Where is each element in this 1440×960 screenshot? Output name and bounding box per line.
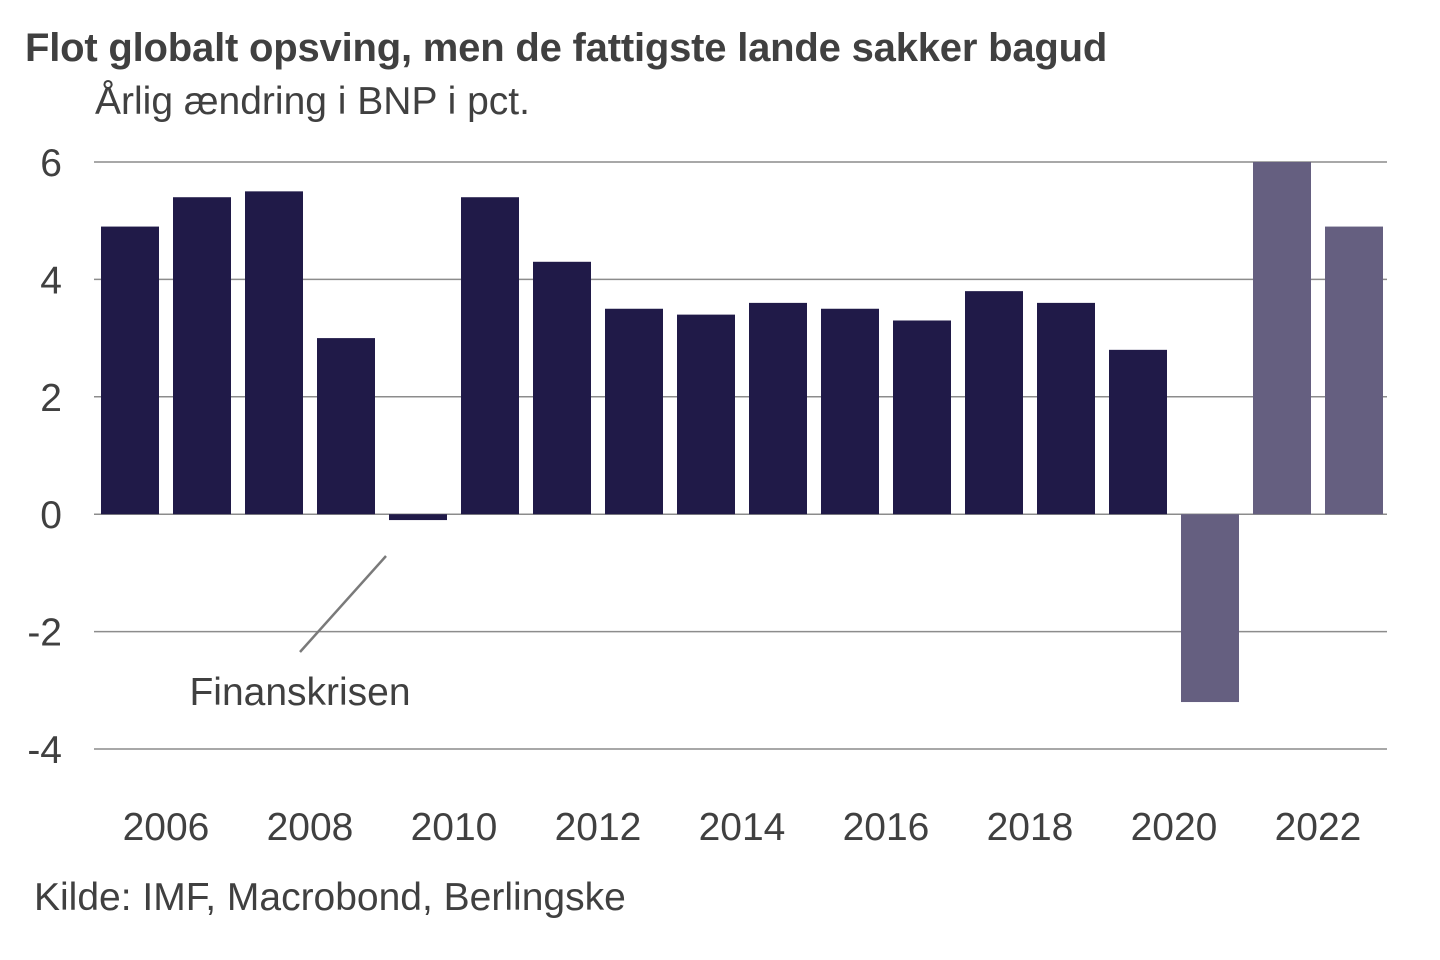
y-tick-label: 0	[40, 494, 62, 537]
y-axis-ticks: -4 -2 0 2 4 6	[27, 142, 62, 772]
bar-2012	[605, 308, 663, 515]
bars	[101, 162, 1383, 703]
x-axis-ticks: 2006 2008 2010 2012 2014 2016 2018 2020 2022	[123, 806, 1362, 849]
chart-subtitle: Årlig ændring i BNP i pct.	[95, 80, 530, 123]
x-tick-label-2014: 2014	[699, 806, 786, 849]
bar-2015	[821, 308, 879, 515]
gridlines	[94, 161, 1387, 750]
source-note: Kilde: IMF, Macrobond, Berlingske	[34, 876, 626, 919]
bar-2014	[749, 302, 807, 515]
x-tick-label-2010: 2010	[411, 806, 498, 849]
x-tick-label-2012: 2012	[555, 806, 642, 849]
chart-title: Flot globalt opsving, men de fattigste l…	[25, 26, 1108, 70]
bar-2017	[965, 291, 1023, 515]
y-tick-label: 2	[40, 377, 62, 420]
x-tick-label-2020: 2020	[1131, 806, 1218, 849]
bar-2022	[1325, 226, 1383, 515]
bar-2019	[1109, 349, 1167, 515]
x-tick-label-2018: 2018	[987, 806, 1074, 849]
x-tick-label-2022: 2022	[1275, 806, 1362, 849]
bar-2007	[245, 191, 303, 515]
bar-2006	[173, 197, 231, 515]
bar-2020	[1181, 514, 1239, 703]
bar-2008	[317, 338, 375, 515]
y-tick-label: 4	[40, 259, 62, 302]
bar-2009	[389, 514, 447, 521]
annotation-label-finanskrisen: Finanskrisen	[189, 671, 410, 714]
bar-2018	[1037, 302, 1095, 515]
x-tick-label-2016: 2016	[843, 806, 930, 849]
x-tick-label-2008: 2008	[267, 806, 354, 849]
bar-2013	[677, 314, 735, 515]
y-tick-label: 6	[40, 142, 62, 185]
y-tick-label: -4	[27, 729, 62, 772]
bar-2016	[893, 320, 951, 515]
y-tick-label: -2	[27, 612, 62, 655]
annotations: Finanskrisen	[189, 555, 411, 714]
x-tick-label-2006: 2006	[123, 806, 210, 849]
annotation-leader-line	[299, 555, 387, 653]
bar-2010	[461, 197, 519, 515]
bar-2021	[1253, 162, 1311, 515]
bar-2005	[101, 226, 159, 515]
bar-2011	[533, 261, 591, 515]
